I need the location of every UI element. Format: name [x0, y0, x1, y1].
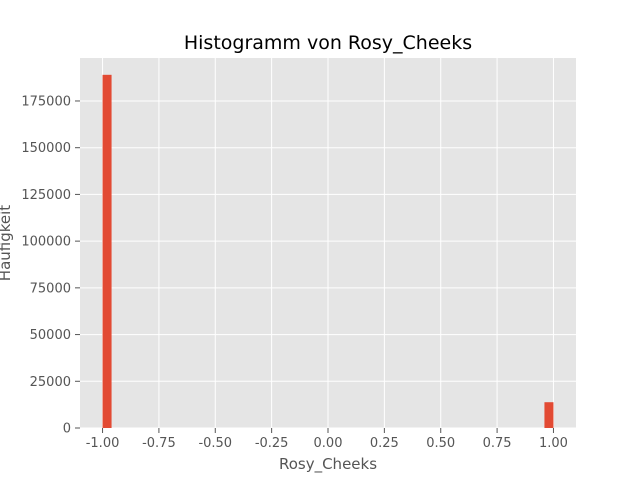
- x-tick-label: 0.00: [314, 436, 343, 451]
- histogram-bar: [102, 74, 112, 429]
- y-tick-label: 25000: [30, 375, 71, 390]
- histogram-bar: [544, 402, 554, 428]
- x-tick-label: 0.25: [370, 436, 399, 451]
- x-tick-label: -0.75: [142, 436, 176, 451]
- y-tick-label: 125000: [21, 188, 71, 203]
- x-tick-label: 0.50: [426, 436, 455, 451]
- x-tick-label: -0.25: [255, 436, 289, 451]
- y-tick-label: 150000: [21, 141, 71, 156]
- y-tick-label: 0: [63, 422, 71, 437]
- y-axis-label: Häufigkeit: [0, 205, 14, 281]
- histogram-bars: [102, 74, 554, 429]
- x-axis-label: Rosy_Cheeks: [279, 455, 377, 474]
- x-axis-ticks: -1.00 -0.75 -0.50 -0.25 0.00 0.25 0.50 0.75 1.00: [86, 428, 568, 451]
- x-tick-label: -1.00: [86, 436, 120, 451]
- x-tick-label: -0.50: [198, 436, 232, 451]
- y-axis-ticks: 0 25000 50000 75000 100000 125000 150000 175000: [21, 94, 80, 437]
- y-tick-label: 100000: [21, 235, 71, 250]
- chart-title: Histogramm von Rosy_Cheeks: [184, 32, 472, 54]
- y-tick-label: 50000: [30, 328, 71, 343]
- y-tick-label: 75000: [30, 281, 71, 296]
- y-tick-label: 175000: [21, 94, 71, 109]
- x-tick-label: 0.75: [483, 436, 512, 451]
- x-tick-label: 1.00: [539, 436, 568, 451]
